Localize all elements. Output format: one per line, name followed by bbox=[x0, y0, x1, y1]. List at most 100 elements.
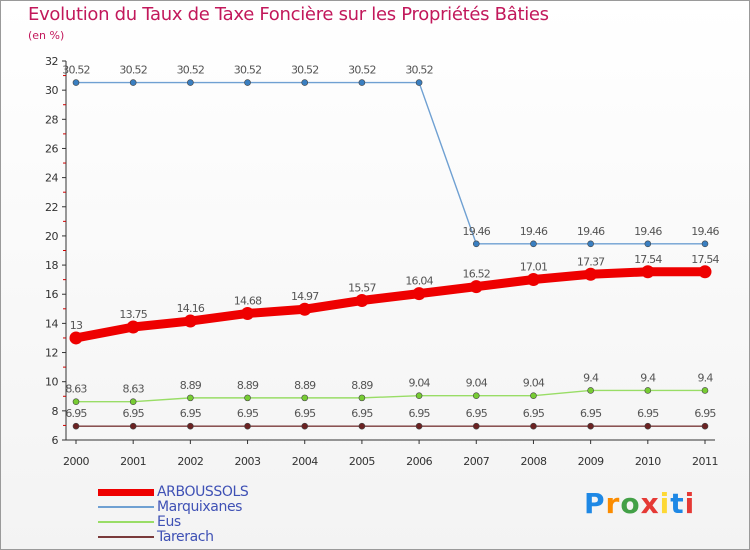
data-label: 30.52 bbox=[234, 64, 262, 77]
data-label: 6.95 bbox=[466, 407, 488, 420]
data-label: 19.46 bbox=[691, 225, 719, 238]
x-tick-label: 2006 bbox=[406, 455, 432, 468]
data-label: 6.95 bbox=[123, 407, 145, 420]
data-point bbox=[187, 394, 194, 402]
data-point bbox=[129, 422, 137, 430]
data-label: 17.54 bbox=[634, 253, 662, 266]
x-tick-label: 2009 bbox=[578, 455, 604, 468]
data-point bbox=[472, 240, 480, 248]
data-label: 6.95 bbox=[580, 407, 602, 420]
data-label: 6.95 bbox=[237, 407, 259, 420]
data-point bbox=[187, 422, 194, 430]
y-tick-label: 24 bbox=[45, 172, 58, 185]
data-label: 6.95 bbox=[180, 407, 202, 420]
data-point bbox=[72, 422, 80, 430]
data-point bbox=[644, 422, 652, 430]
data-point bbox=[698, 265, 712, 279]
legend-label-marquixanes: Marquixanes bbox=[157, 499, 243, 515]
y-tick-label: 10 bbox=[45, 376, 58, 389]
data-label: 17.01 bbox=[520, 261, 548, 274]
data-label: 8.89 bbox=[294, 379, 316, 392]
data-point bbox=[72, 79, 80, 86]
series-line-eus bbox=[75, 389, 706, 403]
y-tick-label: 8 bbox=[52, 405, 59, 418]
data-point bbox=[587, 387, 594, 394]
data-label: 30.52 bbox=[62, 64, 90, 77]
data-label: 6.95 bbox=[65, 407, 87, 420]
data-label: 6.95 bbox=[694, 407, 716, 420]
data-point bbox=[530, 392, 537, 399]
y-tick-label: 12 bbox=[45, 347, 58, 360]
data-label: 17.37 bbox=[577, 255, 605, 268]
y-tick-label: 32 bbox=[45, 55, 58, 68]
data-point bbox=[301, 79, 309, 86]
data-label: 9.04 bbox=[523, 377, 545, 390]
data-point bbox=[244, 394, 251, 402]
logo-letter: o bbox=[620, 487, 641, 520]
data-label: 8.89 bbox=[180, 379, 202, 392]
data-point bbox=[701, 387, 709, 394]
chart-subtitle: (en %) bbox=[28, 29, 65, 42]
y-tick-label: 6 bbox=[52, 434, 59, 447]
x-tick-label: 2003 bbox=[235, 455, 261, 468]
legend-label-tarerach: Tarerach bbox=[157, 529, 214, 545]
data-label: 8.63 bbox=[65, 383, 87, 396]
data-point bbox=[72, 398, 80, 405]
data-label: 14.16 bbox=[177, 302, 205, 315]
data-label: 30.52 bbox=[177, 64, 205, 77]
legend-label-eus: Eus bbox=[157, 514, 181, 530]
x-tick-label: 2002 bbox=[177, 455, 203, 468]
data-label: 6.95 bbox=[351, 407, 373, 420]
legend-item-eus: Eus bbox=[98, 514, 181, 530]
data-label: 13.75 bbox=[119, 308, 147, 321]
legend-item-tarerach: Tarerach bbox=[98, 529, 214, 545]
data-point bbox=[355, 293, 369, 307]
data-label: 8.63 bbox=[123, 383, 145, 396]
data-point bbox=[415, 79, 423, 86]
data-label: 13 bbox=[70, 319, 83, 332]
data-label: 9.4 bbox=[640, 371, 656, 384]
logo-letter: i bbox=[684, 487, 696, 520]
data-label: 19.46 bbox=[634, 225, 662, 238]
data-label: 16.52 bbox=[463, 268, 491, 281]
data-point bbox=[358, 394, 366, 402]
y-tick-label: 14 bbox=[45, 317, 58, 330]
data-point bbox=[641, 265, 655, 279]
data-point bbox=[129, 79, 137, 86]
data-point bbox=[244, 422, 251, 430]
x-tick-label: 2011 bbox=[692, 455, 718, 468]
data-point bbox=[129, 398, 137, 405]
x-tick-label: 2000 bbox=[63, 455, 89, 468]
data-label: 6.95 bbox=[637, 407, 659, 420]
legend-swatch-arboussols bbox=[98, 488, 154, 496]
legend-item-marquixanes: Marquixanes bbox=[98, 499, 242, 515]
data-label: 30.52 bbox=[405, 64, 433, 77]
legend-item-arboussols: ARBOUSSOLS bbox=[98, 484, 249, 500]
data-label: 16.04 bbox=[405, 275, 433, 288]
data-point bbox=[415, 392, 423, 399]
data-point bbox=[183, 314, 197, 328]
y-tick-label: 30 bbox=[45, 84, 58, 97]
proxiti-logo: Proxiti bbox=[584, 487, 695, 520]
chart-title: Evolution du Taux de Taxe Foncière sur l… bbox=[28, 4, 549, 25]
data-label: 15.57 bbox=[348, 281, 376, 294]
x-tick-label: 2004 bbox=[292, 455, 318, 468]
data-point bbox=[298, 302, 312, 316]
y-tick-label: 16 bbox=[45, 288, 58, 301]
logo-letter: i bbox=[659, 487, 671, 520]
x-tick-label: 2001 bbox=[120, 455, 146, 468]
data-point bbox=[644, 240, 652, 248]
data-point bbox=[415, 422, 423, 430]
data-point bbox=[530, 422, 537, 430]
y-tick-label: 22 bbox=[45, 201, 58, 214]
data-label: 14.97 bbox=[291, 290, 319, 303]
data-point bbox=[701, 422, 709, 430]
data-label: 19.46 bbox=[577, 225, 605, 238]
logo-letter: r bbox=[605, 487, 621, 520]
logo-letter: P bbox=[584, 487, 606, 520]
data-point bbox=[469, 280, 483, 294]
data-point bbox=[472, 422, 480, 430]
x-tick-label: 2008 bbox=[520, 455, 546, 468]
y-tick-label: 18 bbox=[45, 259, 58, 272]
